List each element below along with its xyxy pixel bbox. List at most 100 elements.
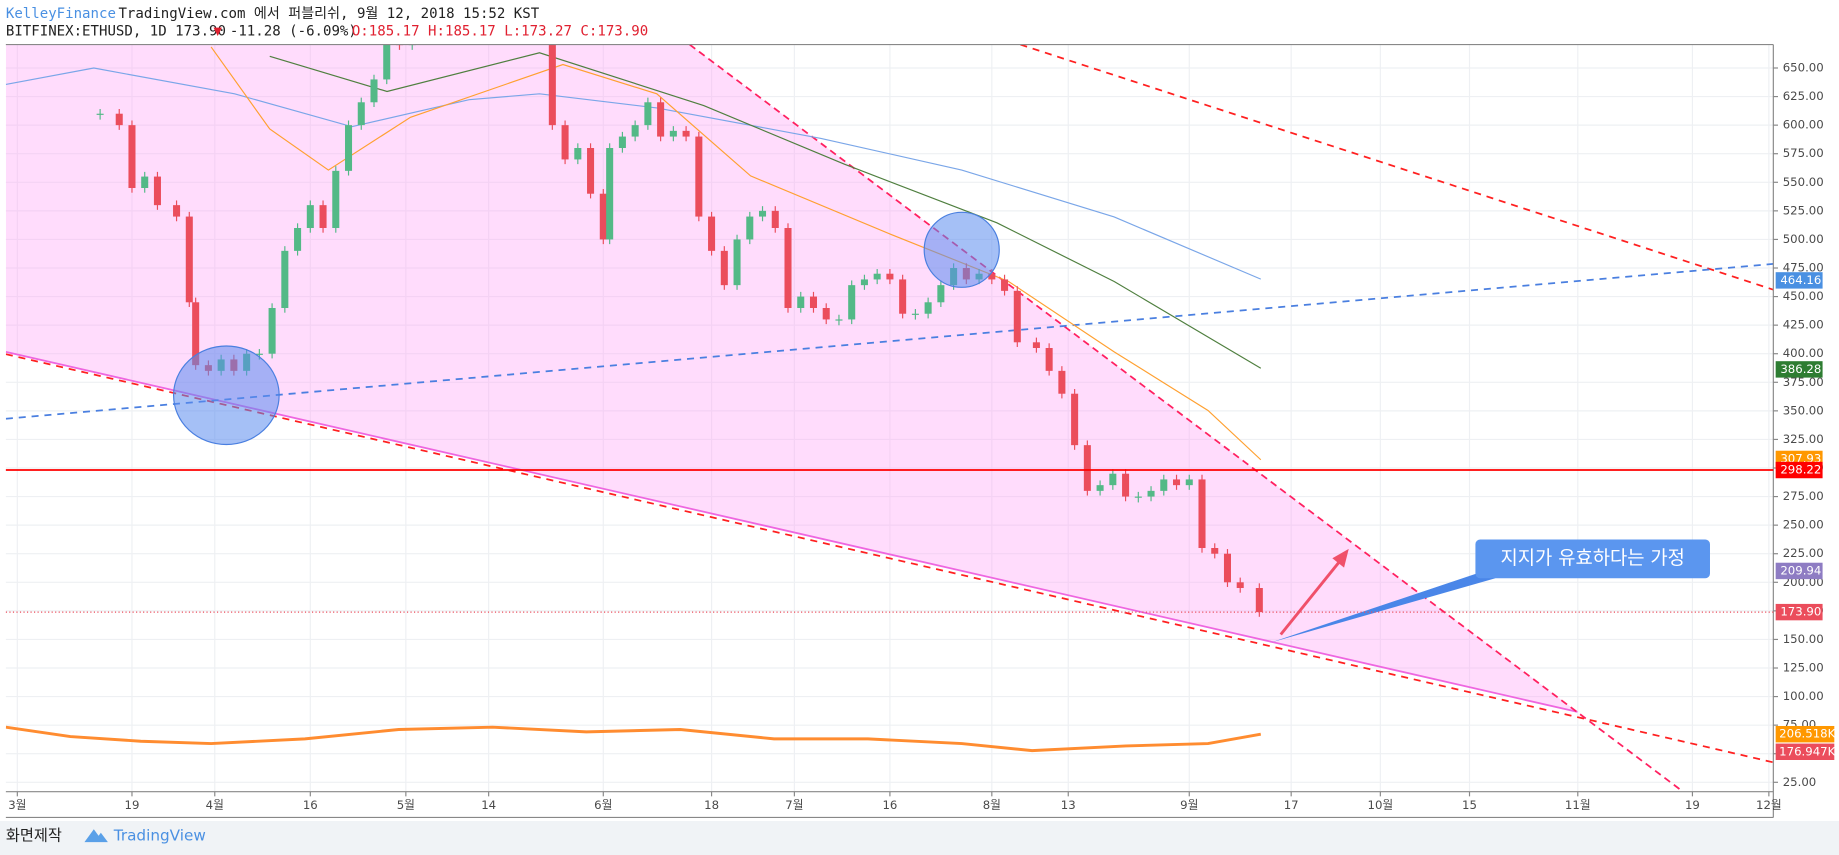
price-tag (1775, 562, 1823, 580)
callout-pointer (1270, 569, 1496, 643)
x-tick-label: 3월 (8, 798, 26, 812)
callout (1475, 539, 1710, 579)
candle (1223, 553, 1231, 583)
footer-brand: TradingView (113, 827, 206, 845)
circle (172, 345, 280, 446)
candle (682, 130, 690, 137)
price-tag (1775, 272, 1823, 289)
y-tick-label: 450.00 (1783, 289, 1824, 303)
arrow-head (1332, 548, 1349, 568)
candle (268, 308, 276, 354)
candle (1013, 290, 1021, 343)
pattern-shade (5, 44, 1578, 712)
candle (822, 308, 830, 320)
candle (306, 205, 314, 229)
candle (746, 216, 754, 240)
x-tick-label: 11월 (1565, 798, 1591, 812)
x-tick-label: 10월 (1367, 798, 1393, 812)
footer-made: 화면제작 (6, 827, 62, 845)
price-tag (1775, 603, 1823, 621)
candle (173, 205, 181, 217)
candle (294, 228, 302, 251)
candle (281, 250, 289, 309)
candle (319, 205, 327, 229)
x-tick-label: 5월 (397, 798, 415, 812)
candle (759, 210, 767, 217)
x-tick-label: 7월 (785, 798, 803, 812)
ma-50 (210, 46, 1262, 461)
symbol: BITFINEX:ETHUSD, 1D 173.90 (6, 24, 226, 40)
candle (115, 113, 123, 126)
change: -11.28 (-6.09%) (230, 24, 357, 40)
x-tick-label: 19 (125, 798, 140, 812)
y-tick-label: 125.00 (1783, 661, 1824, 675)
published: TradingView.com 에서 퍼블리쉬, 9월 12, 2018 15:… (118, 6, 539, 22)
candle (606, 148, 614, 240)
price-tag (1775, 361, 1823, 378)
volume-ma (5, 725, 1262, 753)
candle (1236, 582, 1244, 589)
candle (370, 79, 378, 103)
y-tick-label: 250.00 (1783, 518, 1824, 532)
candle (809, 296, 817, 309)
candle (771, 210, 779, 229)
candle (561, 125, 569, 160)
y-tick-label: 225.00 (1783, 546, 1824, 560)
resistance-trendline (689, 44, 1684, 792)
candle (1083, 445, 1091, 491)
author: KelleyFinance (6, 6, 116, 22)
logo (84, 829, 108, 843)
x-tick-label: 14 (481, 798, 496, 812)
candle (631, 125, 639, 137)
candle (345, 125, 353, 171)
y-tick-label: 100.00 (1783, 689, 1824, 703)
y-tick-label: 375.00 (1783, 375, 1824, 389)
candle (141, 176, 149, 189)
candle (1001, 279, 1009, 291)
price-tag (1775, 461, 1823, 479)
candle (332, 170, 340, 229)
y-tick-label: 600.00 (1783, 118, 1824, 132)
x-tick-label: 17 (1284, 798, 1299, 812)
x-tick-label: 16 (303, 798, 318, 812)
candle (574, 148, 582, 160)
candle (911, 313, 919, 315)
candle (1211, 548, 1219, 554)
candle (924, 302, 932, 314)
support-trendline (5, 353, 1774, 764)
annotations: 지지가 유효하다는 가정 (172, 211, 1710, 643)
candle (255, 353, 263, 355)
candle (899, 279, 907, 314)
y-tick-label: 400.00 (1783, 346, 1824, 360)
candle (1255, 588, 1263, 613)
arrow (1279, 555, 1346, 636)
candle (1096, 485, 1104, 491)
price-tag-label: 298.22 (1780, 463, 1821, 477)
candle (383, 44, 391, 80)
circle (923, 211, 1000, 288)
y-tick-label: 650.00 (1783, 60, 1824, 74)
candle (1198, 479, 1206, 549)
candle (733, 239, 741, 286)
x-tick-label: 8월 (983, 798, 1001, 812)
x-tick-label: 12월 (1756, 798, 1782, 812)
x-tick-label: 18 (704, 798, 719, 812)
y-tick-label: 425.00 (1783, 318, 1824, 332)
x-tick-label: 13 (1061, 798, 1076, 812)
candle (797, 296, 805, 309)
upper-trendline (1020, 44, 1774, 291)
change-arrow: ▼ (213, 24, 222, 40)
candle (873, 273, 881, 280)
volume-tag-label: 206.518K (1779, 727, 1835, 741)
candle (1173, 479, 1181, 486)
candle (128, 125, 136, 189)
candle (860, 279, 868, 286)
ma-100 (269, 52, 1262, 369)
candle (357, 102, 365, 126)
x-tick-label: 9월 (1180, 798, 1198, 812)
y-tick-label: 475.00 (1783, 261, 1824, 275)
candle (587, 148, 595, 194)
axes: 25.0050.0075.00100.00125.00150.00175.002… (8, 60, 1835, 812)
